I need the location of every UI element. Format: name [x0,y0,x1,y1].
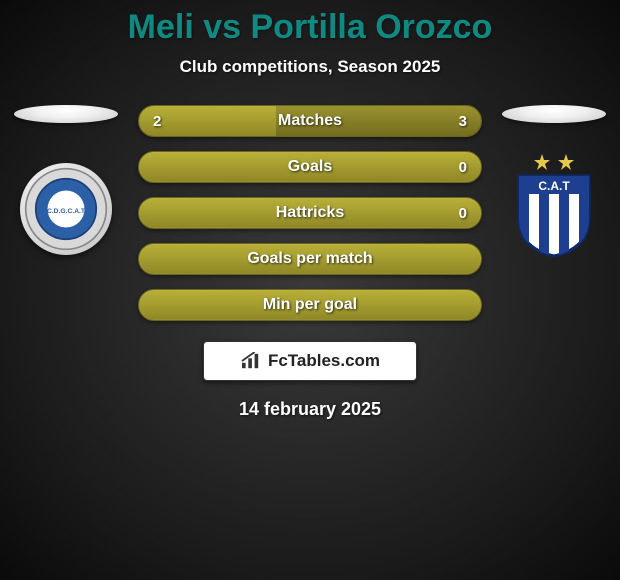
stat-row-goals: Goals 0 [138,151,482,183]
stat-left-value: 2 [153,106,161,136]
crest-left-icon: C.D.G.C.A.T [24,167,108,251]
stat-label: Min per goal [139,290,481,320]
stat-label: Hattricks [139,198,481,228]
stat-label: Matches [139,106,481,136]
svg-text:C.D.G.C.A.T: C.D.G.C.A.T [47,208,86,215]
stat-row-goals-per-match: Goals per match [138,243,482,275]
stat-row-matches: 2 Matches 3 [138,105,482,137]
player-right-name-pill [502,105,606,123]
page-date: 14 february 2025 [0,399,620,420]
content-root: Meli vs Portilla Orozco Club competition… [0,0,620,420]
stat-right-value: 3 [459,106,467,136]
stat-bars: 2 Matches 3 Goals 0 Hattricks 0 Goals pe… [126,105,494,321]
stat-label: Goals [139,152,481,182]
stat-label: Goals per match [139,244,481,274]
page-title: Meli vs Portilla Orozco [0,0,620,47]
stat-row-min-per-goal: Min per goal [138,289,482,321]
player-left-crest: C.D.G.C.A.T [20,163,112,255]
player-left-name-pill [14,105,118,123]
stat-row-hattricks: Hattricks 0 [138,197,482,229]
svg-text:C.A.T: C.A.T [538,179,570,193]
page-subtitle: Club competitions, Season 2025 [0,57,620,77]
crest-right-icon: C.A.T [504,148,604,258]
chart-icon [240,352,262,370]
footer-brand-text: FcTables.com [268,351,380,371]
player-left-column: C.D.G.C.A.T [6,105,126,321]
stat-right-value: 0 [459,198,467,228]
player-right-column: C.A.T [494,105,614,321]
stat-right-value: 0 [459,152,467,182]
footer-brand[interactable]: FcTables.com [203,341,417,381]
comparison-columns: C.D.G.C.A.T 2 Matches 3 Goals 0 Hattrick… [0,105,620,321]
player-right-crest: C.A.T [504,153,604,253]
